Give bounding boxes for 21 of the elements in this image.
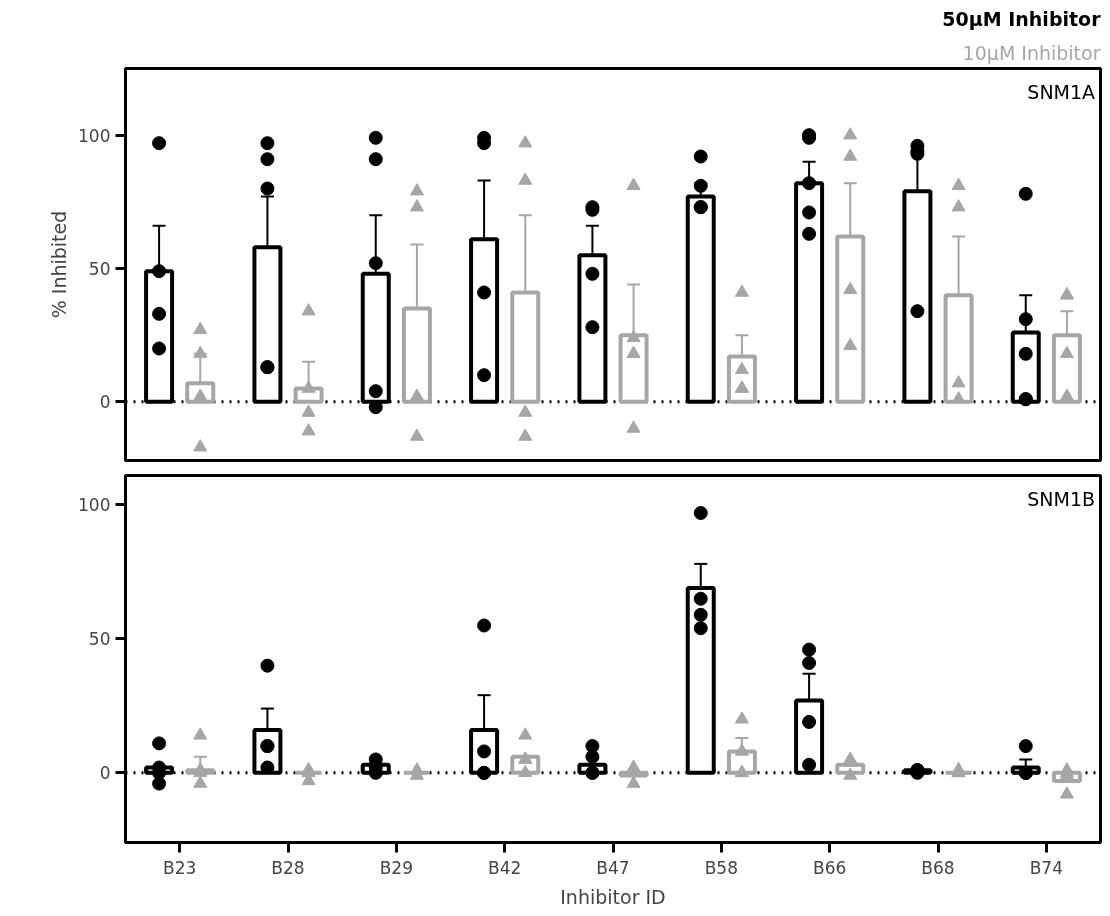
y-tick-label: 0	[99, 392, 111, 413]
text: 50µM Inhibitor	[942, 7, 1102, 30]
x-tick-label: B23	[163, 857, 197, 878]
x-tick-label: B74	[1029, 857, 1063, 878]
y-tick-label: 0	[99, 763, 111, 784]
x-tick-label: B47	[596, 857, 630, 878]
y-tick-label: 50	[88, 259, 111, 279]
y-tick-label: 50	[88, 629, 111, 650]
x-tick-label: B28	[271, 857, 305, 878]
x-axis-title: Inhibitor ID	[560, 885, 666, 908]
x-tick-label: B66	[813, 857, 847, 878]
y-tick-label: 100	[78, 495, 111, 516]
x-tick-label: B29	[379, 857, 413, 878]
text: 10µM Inhibitor	[962, 41, 1101, 64]
x-tick-label: B58	[704, 857, 738, 878]
y-axis-title: % Inhibited	[48, 210, 71, 319]
text: SNM1B	[1027, 487, 1096, 510]
x-tick-label: B68	[921, 857, 955, 878]
text: SNM1A	[1027, 80, 1096, 103]
x-tick-label: B42	[488, 857, 522, 878]
y-tick-label: 100	[78, 125, 111, 146]
